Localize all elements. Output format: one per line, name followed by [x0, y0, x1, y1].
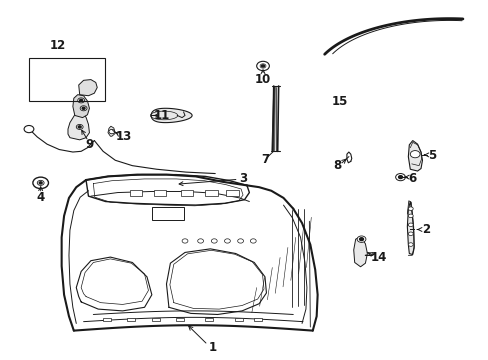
Bar — [130, 190, 142, 196]
Text: 6: 6 — [408, 172, 416, 185]
Bar — [103, 318, 111, 320]
Text: 1: 1 — [208, 341, 216, 354]
Circle shape — [76, 125, 83, 130]
Circle shape — [82, 107, 85, 109]
Circle shape — [260, 64, 265, 68]
Polygon shape — [68, 111, 89, 140]
Circle shape — [395, 174, 405, 181]
Circle shape — [256, 61, 269, 71]
Circle shape — [224, 239, 230, 243]
Polygon shape — [407, 202, 413, 255]
Bar — [29, 58, 104, 101]
Circle shape — [80, 99, 82, 102]
Text: 9: 9 — [85, 138, 93, 151]
Polygon shape — [407, 140, 422, 171]
Circle shape — [237, 239, 243, 243]
Bar — [205, 318, 213, 320]
Text: 12: 12 — [50, 39, 66, 52]
Bar — [127, 318, 135, 320]
Text: 11: 11 — [153, 109, 169, 122]
Circle shape — [407, 214, 412, 218]
Circle shape — [78, 126, 81, 128]
Circle shape — [409, 150, 419, 158]
Circle shape — [211, 239, 217, 243]
Polygon shape — [108, 126, 115, 136]
Text: 7: 7 — [261, 153, 268, 166]
Text: 10: 10 — [254, 73, 271, 86]
Circle shape — [398, 176, 402, 179]
Bar — [181, 190, 193, 196]
Polygon shape — [151, 108, 192, 123]
Circle shape — [250, 239, 256, 243]
Text: 13: 13 — [115, 130, 131, 144]
Circle shape — [109, 130, 115, 134]
Circle shape — [182, 239, 187, 243]
Circle shape — [33, 177, 48, 189]
Circle shape — [359, 238, 363, 240]
Polygon shape — [353, 237, 366, 267]
Text: 5: 5 — [427, 149, 435, 162]
Circle shape — [407, 243, 412, 246]
Text: 3: 3 — [239, 172, 247, 185]
Bar — [226, 190, 238, 196]
Circle shape — [407, 232, 412, 235]
Text: 8: 8 — [332, 159, 341, 172]
Text: 15: 15 — [331, 95, 347, 108]
Circle shape — [356, 236, 365, 242]
Circle shape — [37, 180, 44, 185]
Bar — [205, 190, 217, 196]
Circle shape — [24, 126, 34, 133]
Circle shape — [261, 65, 264, 67]
Circle shape — [407, 207, 412, 211]
Circle shape — [80, 106, 87, 111]
Circle shape — [197, 239, 203, 243]
Text: 4: 4 — [37, 192, 45, 204]
Circle shape — [39, 182, 42, 184]
Polygon shape — [73, 95, 89, 118]
Polygon shape — [79, 80, 97, 96]
Bar — [176, 318, 183, 320]
Text: 2: 2 — [421, 223, 429, 236]
Bar — [152, 207, 183, 220]
Circle shape — [78, 98, 84, 103]
Text: 14: 14 — [369, 251, 386, 264]
Bar — [152, 318, 159, 320]
Bar — [154, 190, 166, 196]
Bar — [254, 318, 262, 320]
Bar — [234, 318, 242, 320]
Circle shape — [407, 223, 412, 226]
